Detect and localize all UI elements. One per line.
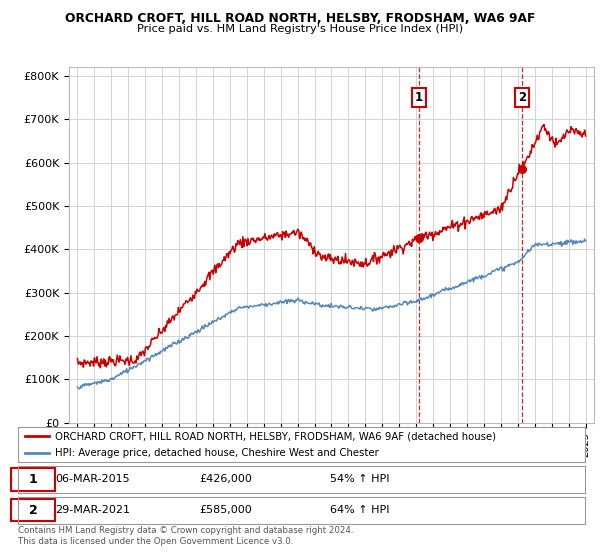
Text: 1: 1 [29, 473, 38, 486]
FancyBboxPatch shape [11, 499, 55, 521]
Text: 54% ↑ HPI: 54% ↑ HPI [330, 474, 389, 484]
Text: 2: 2 [518, 91, 526, 104]
Text: 2: 2 [29, 503, 38, 517]
Text: 64% ↑ HPI: 64% ↑ HPI [330, 505, 389, 515]
Text: £585,000: £585,000 [199, 505, 252, 515]
Text: Contains HM Land Registry data © Crown copyright and database right 2024.
This d: Contains HM Land Registry data © Crown c… [18, 526, 353, 546]
Text: HPI: Average price, detached house, Cheshire West and Chester: HPI: Average price, detached house, Ches… [55, 448, 379, 458]
Text: £426,000: £426,000 [199, 474, 253, 484]
Text: 29-MAR-2021: 29-MAR-2021 [55, 505, 130, 515]
Text: ORCHARD CROFT, HILL ROAD NORTH, HELSBY, FRODSHAM, WA6 9AF: ORCHARD CROFT, HILL ROAD NORTH, HELSBY, … [65, 12, 535, 25]
Text: Price paid vs. HM Land Registry's House Price Index (HPI): Price paid vs. HM Land Registry's House … [137, 24, 463, 34]
FancyBboxPatch shape [11, 468, 55, 491]
Text: 1: 1 [415, 91, 423, 104]
Text: ORCHARD CROFT, HILL ROAD NORTH, HELSBY, FRODSHAM, WA6 9AF (detached house): ORCHARD CROFT, HILL ROAD NORTH, HELSBY, … [55, 431, 496, 441]
Text: 06-MAR-2015: 06-MAR-2015 [55, 474, 130, 484]
